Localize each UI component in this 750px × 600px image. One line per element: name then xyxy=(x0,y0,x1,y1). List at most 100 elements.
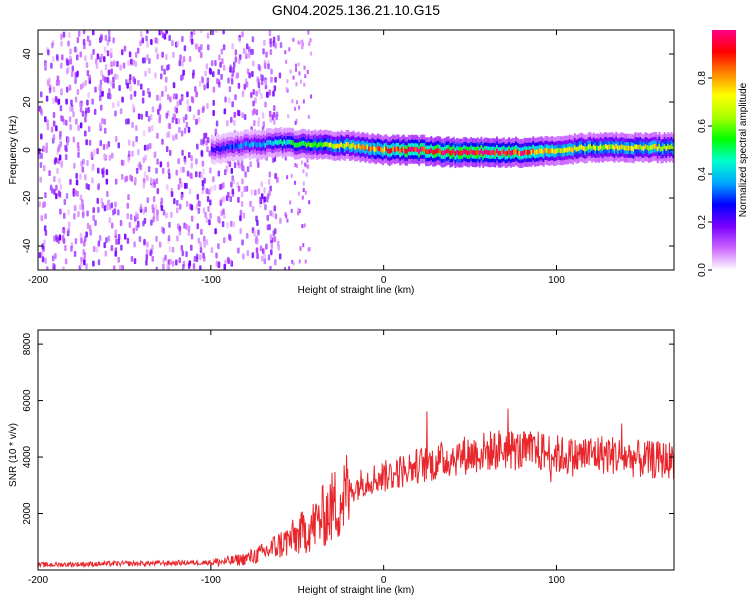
spectrogram-noise-cell xyxy=(141,57,145,64)
spectrogram-noise-cell xyxy=(52,55,55,62)
spectrogram-noise-cell xyxy=(84,110,88,117)
snr-series-line xyxy=(38,408,674,569)
spectrogram-noise-cell xyxy=(67,227,70,234)
spectrogram-noise-cell xyxy=(79,232,83,239)
y-tick-label: -40 xyxy=(22,238,33,253)
spectrogram-noise-cell xyxy=(88,225,92,232)
spectrogram-ridge-cell xyxy=(459,150,462,156)
spectrogram-noise-cell xyxy=(198,200,201,207)
spectrogram-noise-cell xyxy=(137,79,140,86)
spectrogram-noise-cell xyxy=(254,97,257,104)
spectrogram-noise-cell xyxy=(212,99,215,106)
spectrogram-noise-cell xyxy=(273,105,276,112)
spectrogram-noise-cell xyxy=(220,73,223,80)
spectrogram-noise-cell xyxy=(151,124,154,131)
spectrogram-ridge-cell xyxy=(392,146,395,152)
spectrogram-ridge-cell xyxy=(231,144,234,150)
spectrogram-noise-cell xyxy=(295,118,298,123)
spectrogram-ridge-cell xyxy=(615,143,618,149)
spectrogram-noise-cell xyxy=(259,196,262,203)
spectrogram-noise-cell xyxy=(213,184,217,191)
spectrogram-noise-cell xyxy=(252,89,256,96)
spectrogram-ridge-cell xyxy=(387,148,390,154)
spectrogram-ridge-cell xyxy=(527,150,530,155)
spectrogram-noise-cell xyxy=(192,30,196,36)
spectrogram-noise-cell xyxy=(200,228,203,235)
spectrogram-noise-cell xyxy=(302,243,305,248)
spectrogram-noise-cell xyxy=(208,219,211,226)
spectrogram-noise-cell xyxy=(38,148,41,155)
spectrogram-noise-cell xyxy=(175,133,178,140)
spectrogram-noise-cell xyxy=(126,213,129,220)
spectrogram-noise-cell xyxy=(239,209,243,216)
spectrogram-noise-cell xyxy=(222,182,225,189)
spectrogram-noise-cell xyxy=(171,116,175,123)
spectrogram-noise-cell xyxy=(244,49,248,56)
spectrogram-noise-cell xyxy=(84,174,87,181)
spectrogram-noise-cell xyxy=(135,136,138,143)
spectrogram-noise-cell xyxy=(223,108,227,115)
spectrogram-noise-cell xyxy=(167,122,171,129)
spectrogram-noise-cell xyxy=(181,250,185,257)
spectrogram-ridge-cell xyxy=(610,144,613,149)
spectrogram-noise-cell xyxy=(197,207,201,214)
spectrogram-noise-cell xyxy=(50,187,54,194)
spectrogram-noise-cell xyxy=(268,89,271,96)
spectrogram-noise-cell xyxy=(71,65,75,72)
spectrogram-noise-cell xyxy=(74,238,78,245)
colorbar-tick-label: 0.6 xyxy=(697,119,708,133)
spectrogram-noise-cell xyxy=(308,41,311,46)
spectrogram-noise-cell xyxy=(146,241,149,248)
spectrogram-noise-cell xyxy=(100,53,104,60)
spectrogram-noise-cell xyxy=(100,197,104,204)
spectrogram-ridge-cell xyxy=(219,147,222,153)
spectrogram-noise-cell xyxy=(98,235,102,242)
spectrogram-noise-cell xyxy=(231,101,234,108)
spectrogram-noise-cell xyxy=(302,188,305,193)
spectrogram-ridge-cell xyxy=(236,142,239,148)
spectrogram-noise-cell xyxy=(159,73,163,80)
spectrogram-noise-cell xyxy=(262,48,265,55)
spectrogram-noise-cell xyxy=(199,265,202,270)
spectrogram-noise-cell xyxy=(158,117,161,124)
spectrogram-noise-cell xyxy=(268,171,272,178)
spectrogram-ridge-cell xyxy=(513,150,516,155)
spectrogram-noise-cell xyxy=(204,211,207,218)
spectrogram-ridge-cell xyxy=(378,146,381,152)
spectrogram-noise-cell xyxy=(176,40,179,47)
spectrogram-ridge-cell xyxy=(663,144,666,150)
spectrogram-ridge-cell xyxy=(271,141,274,147)
spectrogram-noise-cell xyxy=(132,76,135,83)
spectrogram-noise-cell xyxy=(175,259,178,266)
spectrogram-noise-cell xyxy=(232,178,235,185)
spectrogram-ridge-cell xyxy=(559,148,562,154)
spectrogram-noise-cell xyxy=(203,235,206,242)
spectrogram-noise-cell xyxy=(48,87,52,94)
spectrogram-noise-cell xyxy=(257,64,261,71)
spectrogram-noise-cell xyxy=(228,233,231,240)
spectrogram-noise-cell xyxy=(116,61,119,68)
spectrogram-noise-cell xyxy=(112,37,115,44)
spectrogram-ridge-cell xyxy=(228,144,231,150)
spectrogram-noise-cell xyxy=(106,143,109,150)
spectrogram-ridge-cell xyxy=(578,145,581,150)
spectrogram-noise-cell xyxy=(59,208,62,215)
spectrogram-noise-cell xyxy=(110,222,114,229)
spectrogram-ridge-cell xyxy=(546,148,549,153)
spectrogram-ridge-cell xyxy=(487,150,490,155)
spectrogram-noise-cell xyxy=(219,61,222,68)
spectrogram-noise-cell xyxy=(303,65,306,70)
spectrogram-noise-cell xyxy=(226,222,229,229)
spectrogram-noise-cell xyxy=(126,202,130,209)
snr-y-label: SNR (10 * v/v) xyxy=(8,423,19,487)
spectrogram-ridge-cell xyxy=(518,151,521,156)
spectrogram-noise-cell xyxy=(146,30,149,34)
spectrogram-noise-cell xyxy=(186,170,190,177)
spectrogram-ridge-cell xyxy=(501,150,504,156)
spectrogram-noise-cell xyxy=(145,248,149,255)
spectrogram-noise-cell xyxy=(135,225,139,232)
spectrogram-noise-cell xyxy=(99,79,103,86)
y-tick-label: 6000 xyxy=(22,389,33,412)
spectrogram-noise-cell xyxy=(254,189,257,196)
spectrogram-noise-cell xyxy=(72,111,75,118)
